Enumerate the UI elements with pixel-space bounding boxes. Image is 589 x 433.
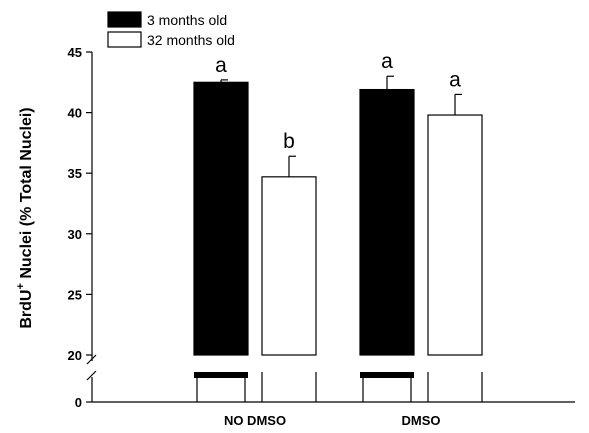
labels: a b NO DMSO a a DMSO: [215, 50, 461, 428]
bar-lower-segment: [194, 372, 248, 378]
bar: [193, 81, 249, 356]
significance-label: b: [283, 130, 295, 153]
bar: [261, 176, 317, 356]
significance-label: a: [215, 54, 227, 77]
y-tick-label: 20: [68, 348, 82, 363]
y-tick-label: 25: [68, 287, 82, 302]
legend: 3 months old 32 months old: [107, 11, 235, 48]
bar: [359, 88, 415, 356]
y-tick-label: 35: [68, 166, 82, 181]
y-axis-title: BrdU+ Nuclei (% Total Nuclei): [15, 107, 35, 328]
bar-lower-segment: [360, 372, 414, 378]
y-tick-label: 0: [75, 395, 82, 410]
y-tick-label: 40: [68, 106, 82, 121]
y-tick-label: 45: [68, 45, 82, 60]
y-axis-break-mark: [86, 354, 97, 365]
bar: [427, 114, 483, 356]
y-axis: 0 20 25 30 35 40 45: [68, 45, 97, 410]
y-axis-title-main: BrdU: [18, 290, 35, 329]
bars: [193, 75, 483, 402]
significance-label: a: [381, 50, 393, 73]
legend-swatch: [107, 11, 142, 28]
x-category-label: NO DMSO: [224, 413, 286, 428]
legend-label: 3 months old: [147, 12, 227, 28]
y-axis-break-mark: [86, 370, 97, 381]
x-category-label: DMSO: [402, 413, 441, 428]
legend-label: 32 months old: [147, 32, 235, 48]
y-axis-title-superscript: +: [15, 283, 27, 289]
y-tick-label: 30: [68, 227, 82, 242]
y-axis-title-rest: Nuclei (% Total Nuclei): [18, 107, 35, 283]
legend-swatch: [107, 31, 142, 48]
significance-label: a: [449, 68, 461, 91]
